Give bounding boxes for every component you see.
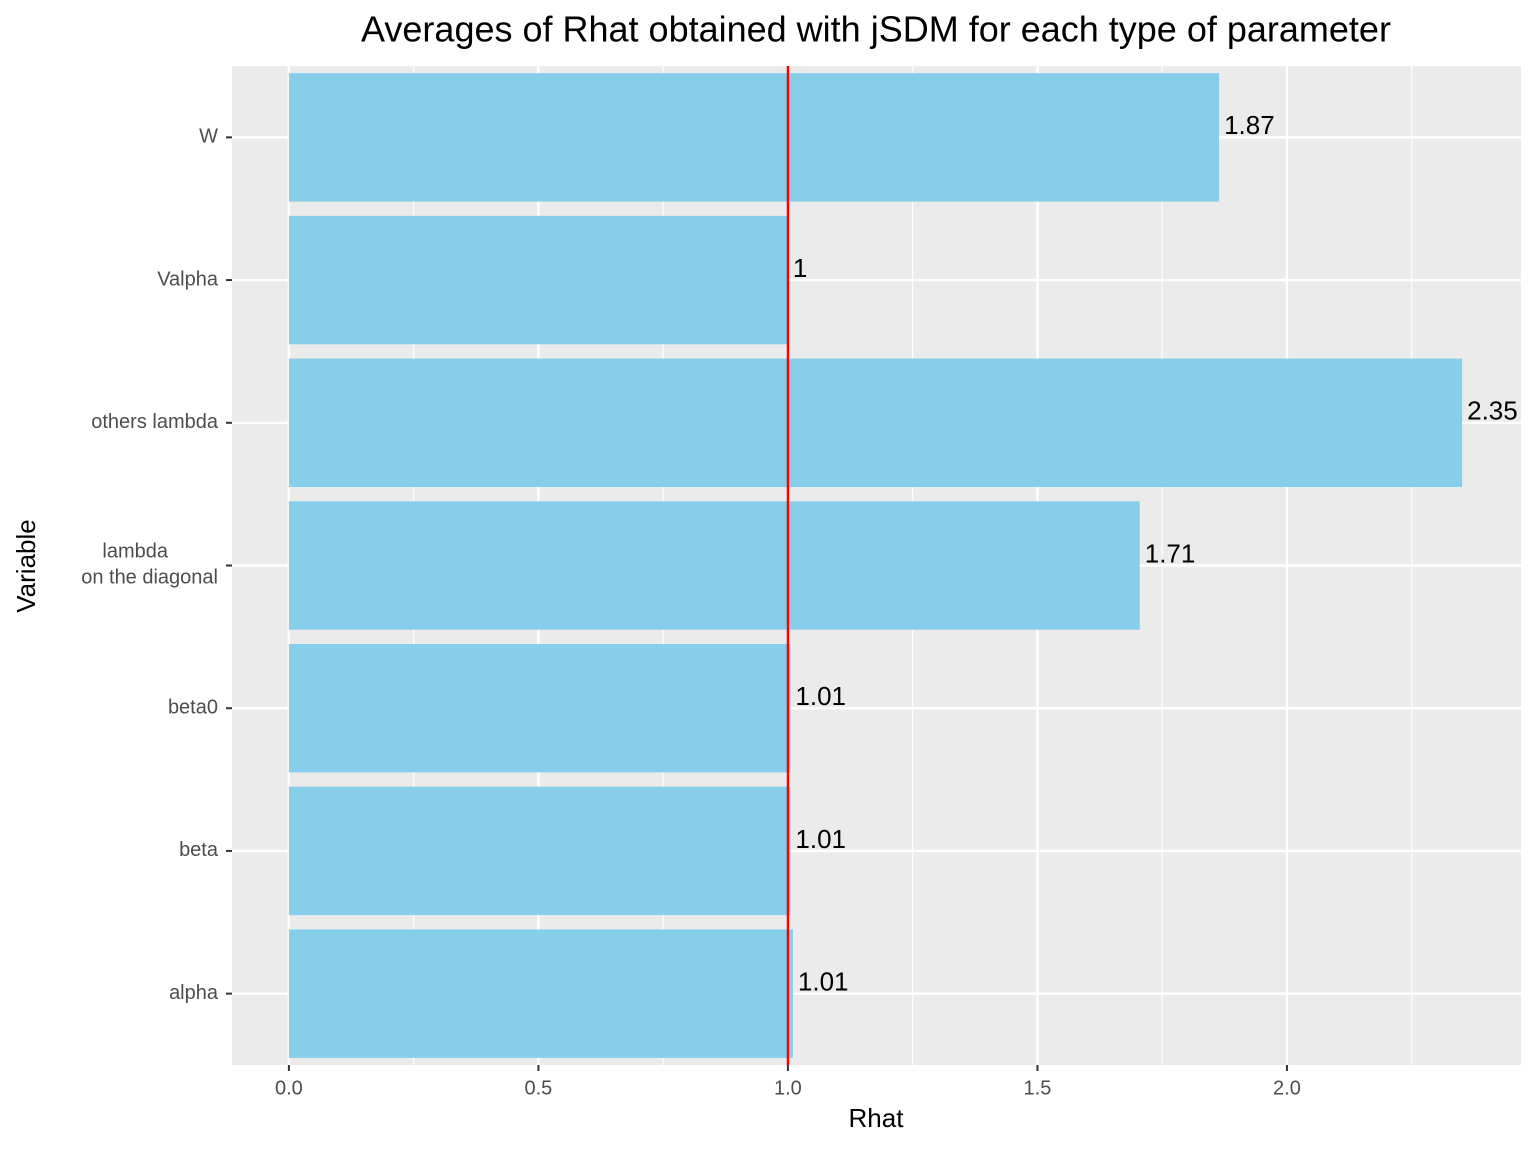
value-label: 1.01 (795, 681, 846, 711)
y-tick-label: lambda on the diagonal (81, 541, 218, 589)
value-label: 1.01 (795, 824, 846, 854)
x-tick-label: 1.5 (1024, 1077, 1052, 1099)
bar (288, 929, 793, 1058)
x-axis-title: Rhat (849, 1103, 905, 1133)
value-label: 1 (793, 253, 807, 283)
value-label: 2.35 (1467, 396, 1518, 426)
chart-title: Averages of Rhat obtained with jSDM for … (361, 9, 1391, 50)
bar (288, 501, 1140, 630)
y-axis-title: Variable (11, 519, 41, 612)
value-label: 1.87 (1224, 110, 1275, 140)
y-tick-label: alpha (169, 982, 219, 1004)
x-tick-label: 0.5 (524, 1077, 552, 1099)
bar (288, 358, 1463, 488)
y-tick-label: beta (179, 839, 219, 861)
y-tick-label: Valpha (157, 268, 219, 290)
bar (288, 73, 1220, 202)
value-label: 1.71 (1145, 538, 1196, 568)
bar (288, 786, 791, 916)
y-tick-label: others lambda (91, 411, 219, 433)
x-tick-label: 1.0 (774, 1077, 802, 1099)
y-tick-label: beta0 (168, 696, 218, 718)
bar (288, 215, 788, 345)
value-label: 1.01 (798, 967, 849, 997)
bar (288, 643, 791, 773)
y-tick-label: W (199, 126, 218, 148)
x-tick-label: 2.0 (1273, 1077, 1301, 1099)
x-tick-label: 0.0 (275, 1077, 303, 1099)
